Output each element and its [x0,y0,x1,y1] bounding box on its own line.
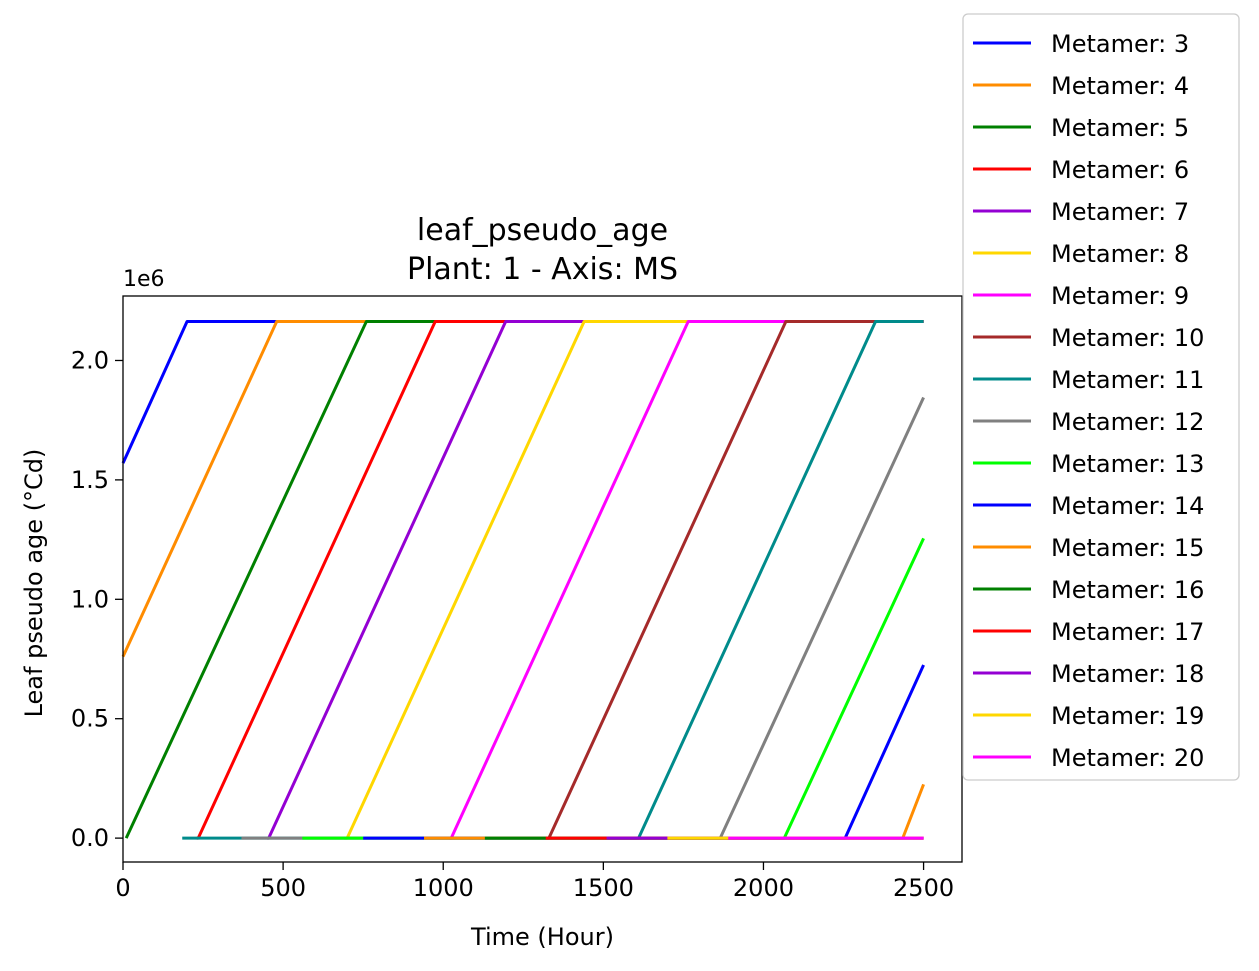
axes-frame [122,295,963,863]
series-line-11 [302,537,925,840]
y-axis-label: Leaf pseudo age (°Cd) [20,449,48,718]
legend-entry: Metamer: 11 [1051,366,1204,394]
series-line-7 [449,320,924,840]
legend-entry: Metamer: 8 [1051,240,1189,268]
x-tick-label: 1500 [573,874,634,902]
legend-entry: Metamer: 7 [1051,198,1189,226]
legend-entry: Metamer: 6 [1051,156,1189,184]
series-line-3 [124,320,924,839]
legend-entry: Metamer: 17 [1051,618,1204,646]
y-tick-label: 0.0 [71,824,109,852]
y-offset-label: 1e6 [123,267,165,292]
series-line-6 [343,320,924,840]
x-tick-label: 500 [260,874,306,902]
legend-box [962,13,1240,781]
legend-entry: Metamer: 9 [1051,282,1189,310]
plot-lines [121,320,925,840]
y-tick-label: 2.0 [71,346,109,374]
legend-entry: Metamer: 14 [1051,492,1204,520]
x-axis: 0 500 1000 1500 2000 2500 [115,862,954,902]
legend-entry: Metamer: 18 [1051,660,1204,688]
legend-entry: Metamer: 5 [1051,114,1189,142]
legend-entry: Metamer: 15 [1051,534,1204,562]
series-line-10 [241,396,925,840]
series-line-12 [363,664,925,840]
y-tick-label: 1.5 [71,466,109,494]
chart-title: leaf_pseudo_age [417,213,668,248]
legend-entry: Metamer: 13 [1051,450,1204,478]
legend-entry: Metamer: 16 [1051,576,1204,604]
x-tick-label: 0 [115,874,130,902]
y-tick-label: 1.0 [71,585,109,613]
series-line-2 [121,320,924,658]
series-line-9 [182,320,924,840]
legend-entry: Metamer: 4 [1051,72,1189,100]
x-tick-label: 1000 [413,874,474,902]
x-tick-label: 2500 [893,874,954,902]
series-line-8 [545,320,924,840]
chart-subtitle: Plant: 1 - Axis: MS [407,252,678,287]
legend: Metamer: 3 Metamer: 4 Metamer: 5 Metamer: 6… [962,13,1240,781]
legend-entry: Metamer: 3 [1051,30,1189,58]
legend-entry: Metamer: 20 [1051,744,1204,772]
y-tick-label: 0.5 [71,705,109,733]
y-axis: 0.0 0.5 1.0 1.5 2.0 [71,346,123,852]
legend-entry: Metamer: 10 [1051,324,1204,352]
x-tick-label: 2000 [733,874,794,902]
series-line-5 [267,320,924,840]
legend-entry: Metamer: 19 [1051,702,1204,730]
legend-entry: Metamer: 12 [1051,408,1204,436]
x-axis-label: Time (Hour) [470,923,614,951]
